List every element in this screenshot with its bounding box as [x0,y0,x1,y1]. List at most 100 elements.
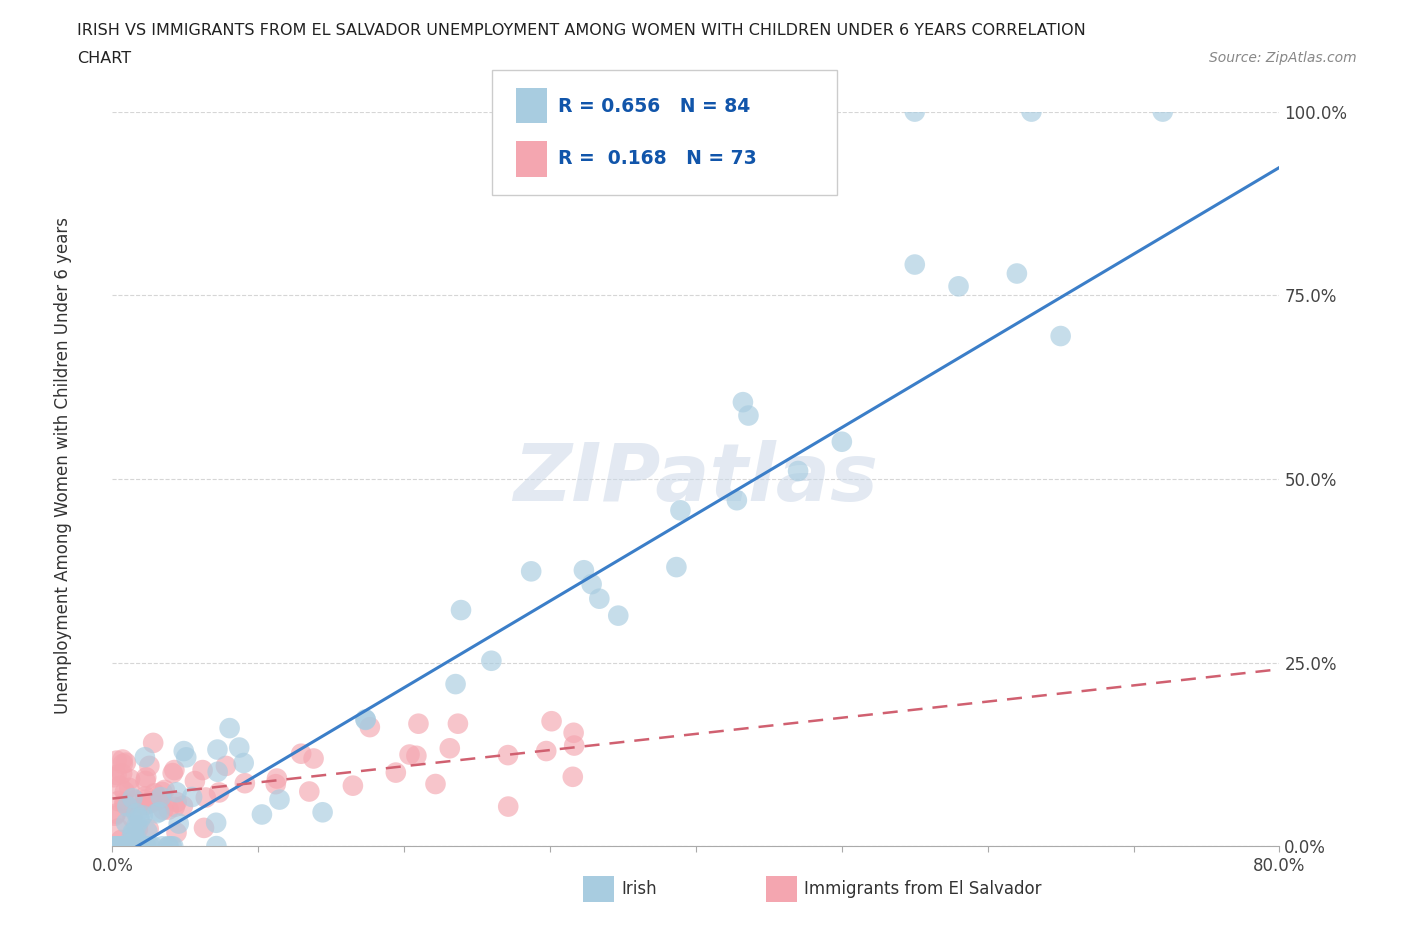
Point [104,839,127,854]
Point [447,716,470,731]
Point [166,825,188,840]
Point [162,765,184,780]
Point [540,713,562,728]
Point [787,463,810,478]
Point [233,776,256,790]
Point [146,792,169,807]
Point [132,839,155,854]
Point [138,821,160,836]
Point [125,830,148,844]
Point [111,756,134,771]
Point [607,608,630,623]
Point [172,799,194,814]
Point [408,716,430,731]
Point [138,839,160,854]
Point [302,751,325,766]
Point [562,725,585,740]
Point [129,812,152,827]
Point [103,770,125,785]
Point [264,777,287,791]
Point [127,839,149,854]
Point [142,736,165,751]
Point [166,794,188,809]
Point [105,767,128,782]
Point [120,772,142,787]
Point [145,806,167,821]
Point [184,774,207,789]
Point [125,839,148,854]
Point [166,785,188,800]
Point [904,104,927,119]
Point [160,839,183,854]
Point [157,803,180,817]
Text: IRISH VS IMMIGRANTS FROM EL SALVADOR UNEMPLOYMENT AMONG WOMEN WITH CHILDREN UNDE: IRISH VS IMMIGRANTS FROM EL SALVADOR UNE… [77,23,1085,38]
Point [110,839,132,854]
Point [520,564,543,578]
Point [152,803,174,817]
Point [141,793,163,808]
Point [118,839,141,854]
Point [342,778,364,793]
Point [173,744,195,759]
Point [107,793,129,808]
Point [496,799,519,814]
Text: Irish: Irish [621,880,657,898]
Point [669,503,692,518]
Point [181,790,204,804]
Point [439,741,461,756]
Point [134,774,156,789]
Text: Immigrants from El Salvador: Immigrants from El Salvador [804,880,1042,898]
Point [125,806,148,821]
Point [121,830,143,845]
Point [132,808,155,823]
Point [110,832,132,847]
Point [107,839,129,854]
Point [142,839,165,854]
Text: ZIPatlas: ZIPatlas [513,440,879,518]
Point [665,560,688,575]
Point [129,839,152,854]
Text: Unemployment Among Women with Children Under 6 years: Unemployment Among Women with Children U… [55,217,72,713]
Point [114,785,136,800]
Point [157,839,180,854]
Point [496,748,519,763]
Point [148,804,170,819]
Point [163,763,186,777]
Point [112,795,135,810]
Point [121,825,143,840]
Point [131,839,153,854]
Point [108,778,131,793]
Point [398,747,420,762]
Point [163,800,186,815]
Point [128,839,150,854]
Point [118,780,141,795]
Point [1021,104,1043,119]
Point [536,744,558,759]
Point [228,740,250,755]
Point [107,821,129,836]
Point [193,820,215,835]
Point [450,603,472,618]
Point [208,785,231,800]
Point [904,257,927,272]
Point [143,786,166,801]
Point [104,839,127,854]
Point [205,816,228,830]
Point [731,394,754,409]
Point [290,746,312,761]
Point [134,839,156,854]
Point [121,811,143,826]
Point [948,279,970,294]
Point [405,749,427,764]
Point [191,763,214,777]
Point [311,804,333,819]
Point [153,782,176,797]
Point [232,755,254,770]
Point [167,817,190,831]
Point [105,753,128,768]
Point [194,790,217,805]
Text: R = 0.656   N = 84: R = 0.656 N = 84 [558,98,751,116]
Point [581,577,603,591]
Point [121,790,143,805]
Text: CHART: CHART [77,51,131,66]
